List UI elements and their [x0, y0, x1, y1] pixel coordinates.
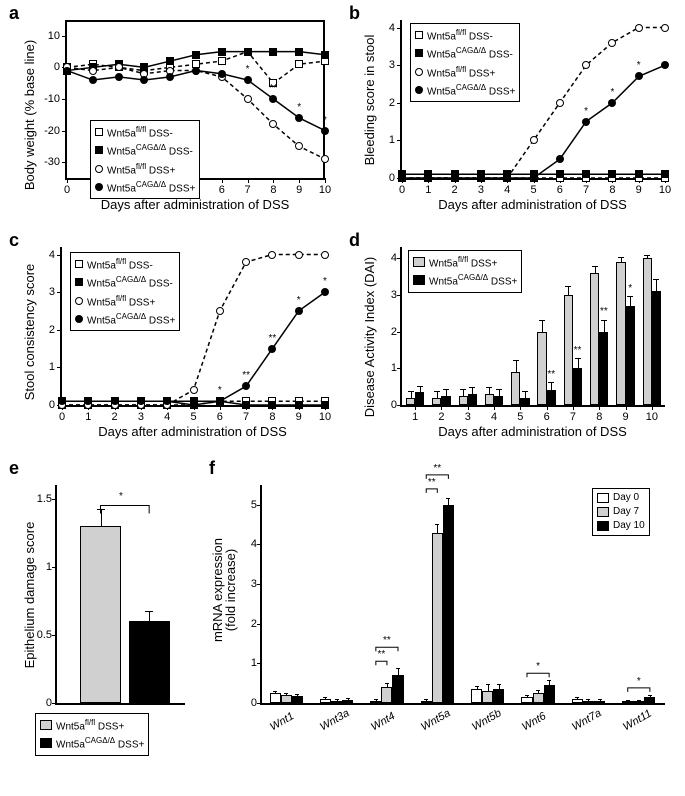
- panel-label-b: b: [349, 3, 360, 24]
- legend-c: Wnt5afl/fl DSS-Wnt5aCAGΔ/Δ DSS-Wnt5afl/f…: [70, 252, 180, 331]
- panel-b: b Bleeding score in stool 01234012345678…: [345, 5, 680, 225]
- panel-label-d: d: [349, 230, 360, 251]
- panel-f: f mRNA expression(fold increase) 012345W…: [205, 460, 680, 780]
- panel-label-f: f: [209, 458, 215, 479]
- panel-c: c Stool consistency score 01234012345678…: [5, 232, 340, 452]
- legend-d: Wnt5afl/fl DSS+Wnt5aCAGΔ/Δ DSS+: [408, 250, 522, 293]
- panel-d: d Disease Activity Index (DAI) 012341234…: [345, 232, 680, 452]
- legend-f: Day 0Day 7Day 10: [592, 488, 650, 536]
- legend-b: Wnt5afl/fl DSS-Wnt5aCAGΔ/Δ DSS-Wnt5afl/f…: [410, 23, 520, 102]
- panel-e: e Epithelium damage score 00.511.5* Wnt5…: [5, 460, 200, 780]
- panel-label-e: e: [9, 458, 19, 479]
- xlabel-c: Days after administration of DSS: [60, 424, 325, 439]
- ylabel-e: Epithelium damage score: [22, 510, 37, 680]
- xlabel-b: Days after administration of DSS: [400, 197, 665, 212]
- ylabel-a: Body weight (% base line): [22, 30, 37, 200]
- chart-e: 00.511.5*: [55, 485, 185, 705]
- panel-label-c: c: [9, 230, 19, 251]
- legend-a: Wnt5afl/fl DSS-Wnt5aCAGΔ/Δ DSS-Wnt5afl/f…: [90, 120, 200, 199]
- panel-a: a Body weight (% base line) -30-20-10010…: [5, 5, 340, 225]
- xlabel-d: Days after administration of DSS: [400, 424, 665, 439]
- ylabel-f: mRNA expression(fold increase): [211, 505, 237, 675]
- panel-label-a: a: [9, 3, 19, 24]
- legend-e: Wnt5afl/fl DSS+Wnt5aCAGΔ/Δ DSS+: [35, 713, 149, 756]
